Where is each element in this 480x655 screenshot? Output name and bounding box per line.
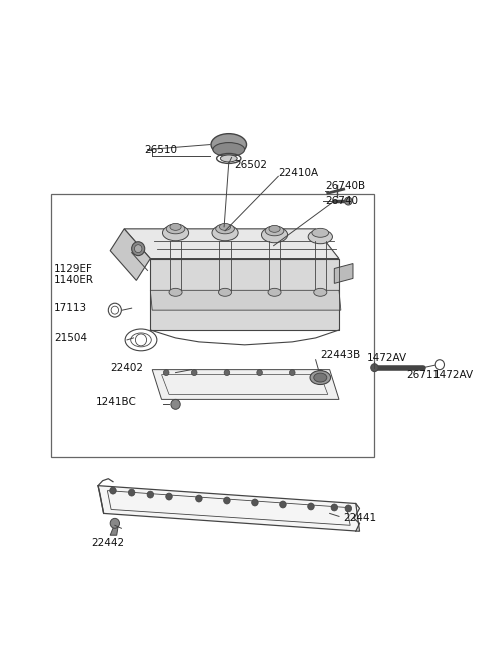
Text: 26740: 26740 (325, 196, 358, 206)
Circle shape (252, 499, 258, 506)
Circle shape (257, 369, 263, 375)
Polygon shape (150, 259, 339, 330)
Ellipse shape (310, 371, 331, 384)
Circle shape (132, 242, 145, 255)
Ellipse shape (314, 288, 327, 296)
Circle shape (289, 369, 295, 375)
Ellipse shape (218, 288, 231, 296)
Ellipse shape (269, 225, 280, 233)
Text: 1129EF: 1129EF (54, 263, 93, 274)
Ellipse shape (219, 223, 231, 231)
Ellipse shape (211, 134, 247, 155)
Circle shape (128, 489, 135, 496)
Ellipse shape (312, 229, 329, 237)
Circle shape (371, 364, 378, 371)
Circle shape (192, 369, 197, 375)
Ellipse shape (265, 226, 284, 236)
Polygon shape (150, 290, 341, 310)
Text: 22410A: 22410A (278, 168, 318, 178)
Text: 1472AV: 1472AV (434, 369, 474, 380)
Text: 17113: 17113 (54, 303, 87, 313)
Text: 26740B: 26740B (325, 181, 365, 191)
Circle shape (166, 493, 172, 500)
Ellipse shape (314, 373, 327, 382)
Text: 21504: 21504 (54, 333, 87, 343)
Ellipse shape (262, 227, 288, 243)
Circle shape (224, 369, 230, 375)
Ellipse shape (169, 288, 182, 296)
Ellipse shape (268, 288, 281, 296)
Circle shape (110, 487, 116, 494)
Text: 1472AV: 1472AV (367, 353, 407, 363)
Ellipse shape (162, 225, 189, 241)
Polygon shape (110, 523, 119, 535)
Circle shape (171, 400, 180, 409)
Polygon shape (152, 369, 339, 400)
Ellipse shape (216, 224, 234, 234)
Text: 26510: 26510 (145, 145, 178, 155)
Circle shape (317, 369, 323, 375)
Text: 22443B: 22443B (320, 350, 360, 360)
Circle shape (134, 245, 142, 253)
Text: 22402: 22402 (110, 363, 143, 373)
Ellipse shape (213, 143, 245, 157)
Circle shape (224, 497, 230, 504)
Circle shape (147, 491, 154, 498)
Polygon shape (98, 485, 360, 531)
Circle shape (111, 306, 119, 314)
Circle shape (163, 369, 169, 375)
Text: 26711: 26711 (406, 369, 439, 380)
Ellipse shape (308, 230, 333, 244)
Circle shape (345, 197, 352, 205)
Ellipse shape (170, 223, 181, 231)
Circle shape (135, 334, 146, 346)
Ellipse shape (212, 225, 238, 241)
Polygon shape (110, 229, 150, 280)
Ellipse shape (166, 224, 185, 234)
Circle shape (280, 501, 286, 508)
Text: 22442: 22442 (92, 538, 125, 548)
Text: 22441: 22441 (344, 514, 377, 523)
Text: 1241BC: 1241BC (96, 398, 137, 407)
Circle shape (110, 518, 120, 529)
Polygon shape (124, 229, 339, 259)
Circle shape (196, 495, 202, 502)
Circle shape (331, 504, 337, 511)
Text: 1140ER: 1140ER (54, 275, 94, 286)
Circle shape (345, 505, 351, 512)
Polygon shape (334, 263, 353, 284)
Circle shape (308, 503, 314, 510)
Circle shape (435, 360, 444, 369)
Text: 26502: 26502 (234, 160, 267, 170)
Ellipse shape (220, 155, 237, 162)
Bar (51, 194, 373, 457)
